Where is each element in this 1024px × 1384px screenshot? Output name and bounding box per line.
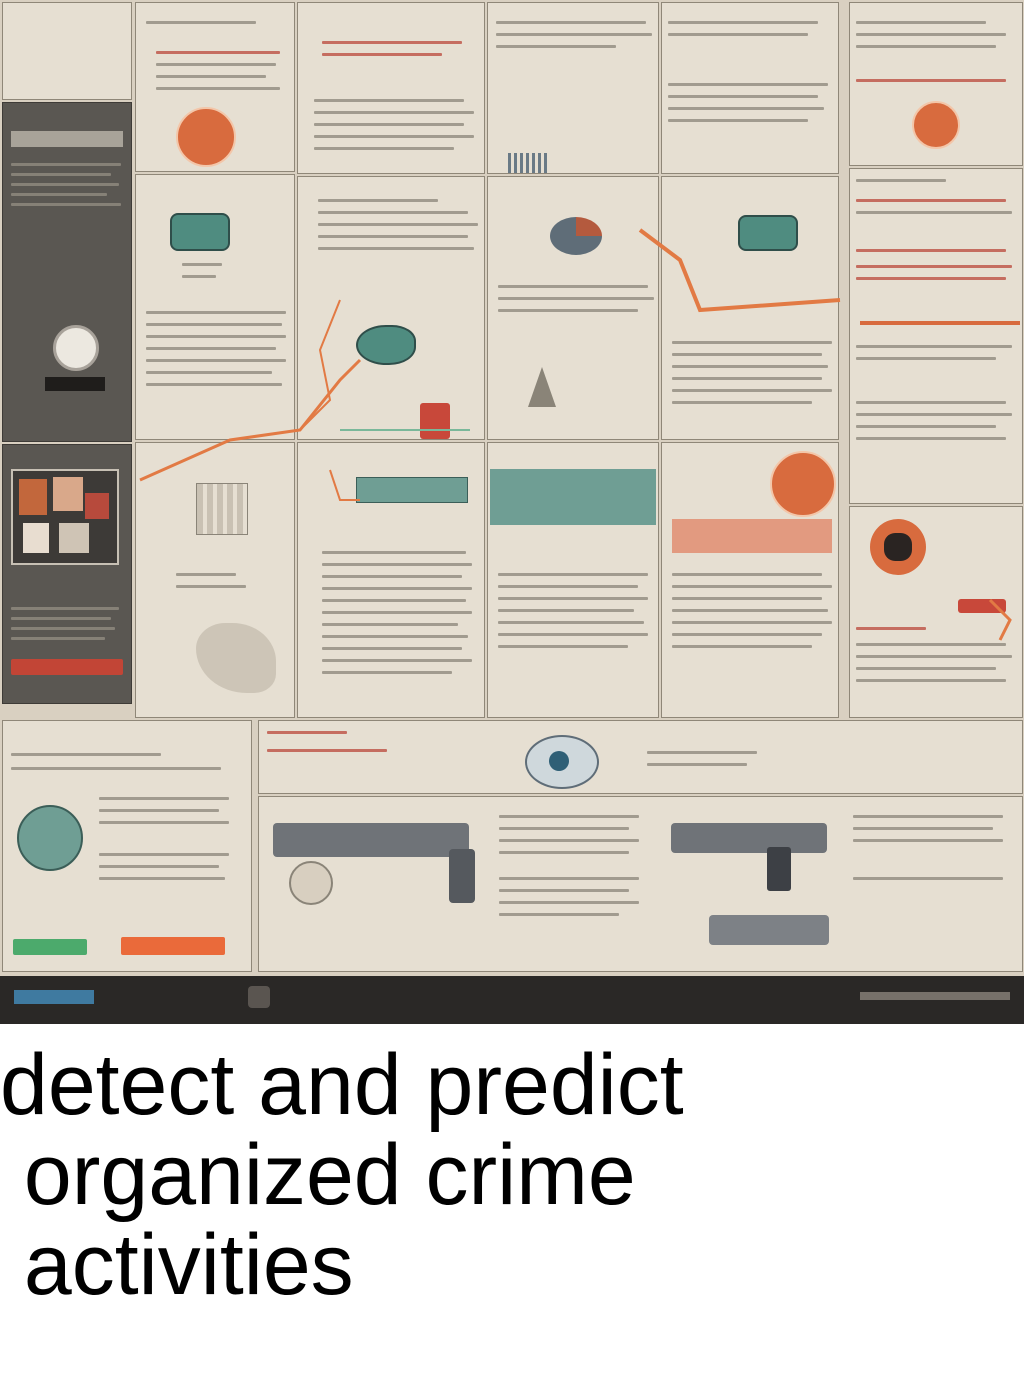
panel-col5-low [661, 442, 839, 718]
surveillance-camera-icon-2 [738, 215, 798, 251]
orange-button [121, 937, 225, 955]
salmon-banner [672, 519, 832, 553]
caption-line-3: activities [0, 1217, 354, 1313]
panel-lower-weapons [258, 796, 1023, 972]
panel-lower-left [2, 720, 252, 972]
footer-strip [0, 976, 1024, 1024]
panel-dark-left [2, 102, 132, 442]
red-button [11, 659, 123, 675]
panel-col6-mid [849, 168, 1023, 504]
tower-icon [528, 367, 556, 407]
green-button [13, 939, 87, 955]
teal-strip [356, 477, 468, 503]
red-box-icon [420, 403, 450, 439]
panel-col3-low [297, 442, 485, 718]
alert-badge-icon-3 [912, 101, 960, 149]
building-badge-icon [17, 805, 83, 871]
caption-line-2: organized crime [0, 1127, 636, 1223]
surveillance-camera-icon [170, 213, 230, 251]
panel-col2-top [135, 2, 295, 172]
badge-icon [53, 325, 99, 371]
panel-col5-top [661, 2, 839, 174]
caption-line-1: detect and predict [0, 1037, 684, 1133]
infographic-collage [0, 0, 1024, 1024]
panel-col3-mid [297, 176, 485, 440]
panel-col4-top [487, 2, 659, 174]
map-icon [196, 623, 276, 693]
alert-badge-icon [176, 107, 236, 167]
gun-icon-2 [671, 823, 827, 853]
eye-camera-icon [525, 735, 599, 789]
teal-chip-icon [356, 325, 416, 365]
red-label [958, 599, 1006, 613]
redacted-bar [45, 377, 105, 391]
gun-icon-3 [709, 915, 829, 945]
alert-badge-icon-2 [770, 451, 836, 517]
panel-top-left [2, 2, 132, 100]
panel-lower-header [258, 720, 1023, 794]
panel-col6-low [849, 506, 1023, 718]
panel-col4-low [487, 442, 659, 718]
hexagon-badge-icon [870, 519, 926, 575]
panel-col5-mid [661, 176, 839, 440]
panel-col2-mid [135, 174, 295, 440]
data-table-graphic [196, 483, 248, 535]
photo-collage [11, 469, 119, 565]
panel-col2-low [135, 442, 295, 718]
panel-dark-lower-left [2, 444, 132, 704]
panel-col4-mid [487, 176, 659, 440]
gun-icon [273, 823, 469, 857]
blurred-heading [11, 131, 123, 147]
pie-chart-icon [550, 217, 602, 255]
gear-icon [289, 861, 333, 905]
teal-panel [490, 469, 656, 525]
building-icon [508, 153, 548, 173]
caption: detect and predict organized crime activ… [0, 1040, 1024, 1310]
orange-rule [860, 321, 1020, 325]
panel-col3-top [297, 2, 485, 174]
panel-col6-top [849, 2, 1023, 166]
